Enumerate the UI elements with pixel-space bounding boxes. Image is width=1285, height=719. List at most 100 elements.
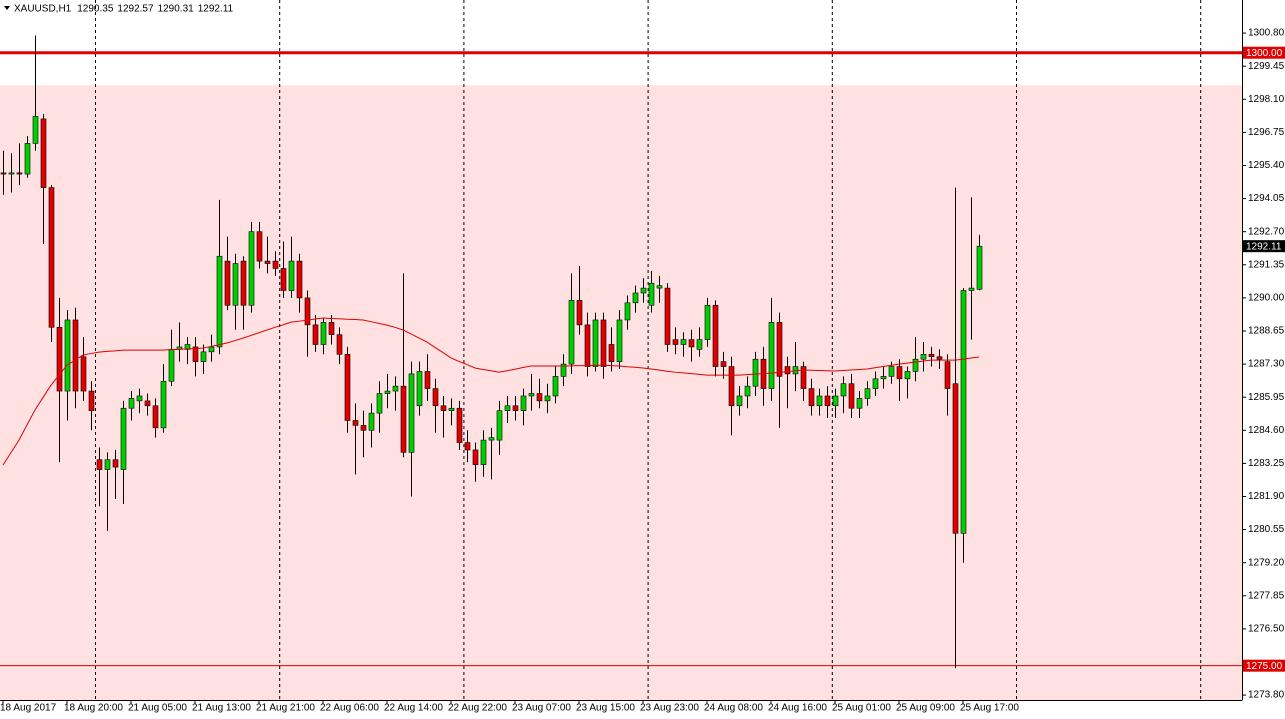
candle-body [944,361,951,389]
level-label-box [1243,659,1285,672]
candle-body [784,366,791,375]
candle-body [64,319,71,392]
candle-body [880,376,887,380]
candle-body [352,420,359,426]
y-tick-label: 1300.80 [1248,28,1285,39]
candle-body [928,353,935,358]
y-tick-label: 1280.55 [1248,524,1285,535]
candle-body [864,388,871,399]
candle-body [392,385,399,392]
candle-body [384,390,391,394]
x-tick-label: 24 Aug 16:00 [768,703,827,714]
candle-body [136,395,143,402]
x-tick-label: 24 Aug 08:00 [704,703,763,714]
candle-body [608,344,615,362]
candle-body [696,339,703,350]
y-tick-label: 1299.45 [1248,61,1285,72]
candle-body [480,439,487,465]
x-tick-label: 21 Aug 05:00 [128,703,187,714]
zone-layer [0,85,1242,701]
candle-body [400,385,407,453]
candle-body [96,459,103,470]
symbol: XAUUSD,H1 [14,4,72,15]
price-label-box [1243,240,1285,253]
x-tick-label: 22 Aug 06:00 [320,703,379,714]
y-tick-label: 1276.50 [1248,624,1285,635]
candle-body [640,287,647,294]
candle-body [152,405,159,429]
x-tick-label: 23 Aug 23:00 [640,703,699,714]
candle-body [368,412,375,431]
candle-body [416,371,423,407]
candle-body [920,353,927,360]
header-ohlc: 1290.31 [158,4,195,15]
y-tick-label: 1292.70 [1248,226,1285,237]
level-label: 1300.00 [1246,48,1283,59]
x-tick-label: 21 Aug 13:00 [192,703,251,714]
candle-body [160,380,167,429]
candle-body [200,351,207,362]
y-tick-label: 1298.10 [1248,94,1285,105]
candle-body [872,378,879,389]
candle-body [48,187,55,328]
candle-body [824,395,831,407]
y-tick-label: 1283.25 [1248,458,1285,469]
candle-body [672,339,679,345]
candle-body [648,282,655,306]
candle-body [464,442,471,451]
candle-body [720,361,727,367]
candle-body [600,319,607,367]
candle-body [472,449,479,465]
header: XAUUSD,H1 1290.35 1292.57 1290.31 1292.11 [4,4,234,15]
x-tick-label: 21 Aug 21:00 [256,703,315,714]
candle-body [8,172,15,175]
candle-body [632,292,639,304]
shaded-zone [0,85,1242,701]
candle-body [912,358,919,372]
candle-body [936,356,943,360]
candle-body [552,376,559,397]
candle-body [840,383,847,397]
candle-body [432,388,439,407]
candle-body [656,285,663,289]
candle-body [752,358,759,387]
candle-body [560,363,567,377]
candle-body [584,324,591,367]
candle-body [688,339,695,348]
candle-body [32,116,39,144]
candle-body [512,405,519,411]
candle-body [304,297,311,326]
y-tick-label: 1273.80 [1248,690,1285,701]
y-tick-label: 1290.00 [1248,293,1285,304]
level-label: 1275.00 [1246,661,1283,672]
candle-body [568,300,575,365]
y-tick-label: 1281.90 [1248,491,1285,502]
candle-body [272,260,279,269]
candle-body [976,245,983,290]
candle-body [72,319,79,392]
candle-body [104,459,111,470]
candle-body [344,353,351,421]
candle-body [968,287,975,291]
candle-body [536,393,543,402]
candle-body [128,398,135,409]
y-tick-label: 1288.65 [1248,326,1285,337]
menu-arrow [4,6,10,10]
candle-body [808,388,815,407]
header-ohlc: 1290.35 [77,4,114,15]
x-tick-label: 18 Aug 20:00 [64,703,123,714]
candle-body [256,231,263,262]
candle-body [856,398,863,409]
y-tick-label: 1279.20 [1248,557,1285,568]
candle-body [904,371,911,380]
candle-body [40,118,47,188]
moving-average [2,317,980,466]
x-tick-label: 23 Aug 07:00 [512,703,571,714]
candle-body [248,231,255,306]
candle-body [288,260,295,291]
x-tick-label: 22 Aug 22:00 [448,703,507,714]
candle-body [424,371,431,389]
candle-body [744,385,751,397]
candle-body [952,383,959,534]
header-ohlc: 1292.57 [117,4,154,15]
